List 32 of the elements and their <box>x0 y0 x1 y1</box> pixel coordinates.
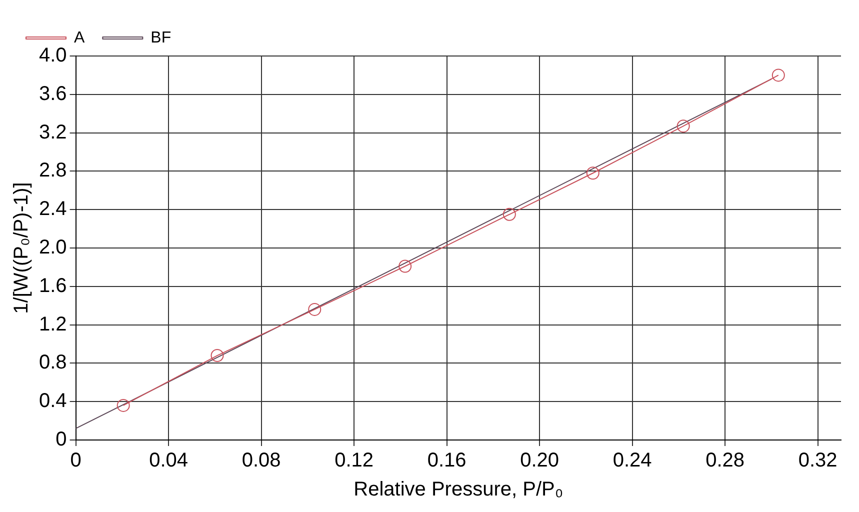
y-tick-label: 0.8 <box>38 352 67 374</box>
point <box>308 302 322 316</box>
y-tick-label: 3.6 <box>38 82 67 105</box>
y-tick-label: 2.4 <box>38 198 67 220</box>
point <box>398 260 412 273</box>
x-tick-label: 0.28 <box>706 450 745 472</box>
x-tick-label: 0.12 <box>334 450 374 472</box>
point <box>210 349 224 362</box>
y-tick-label: 0.4 <box>38 390 67 412</box>
y-tick-label: 1.6 <box>38 274 67 297</box>
x-tick-label: 0.24 <box>612 450 652 472</box>
x-tick-label: 0.04 <box>149 450 188 472</box>
y-axis-title: 1/[W((P₀/P)-1)] <box>10 182 33 314</box>
x-tick-label: 0.20 <box>520 450 560 472</box>
y-tick-label: 3.2 <box>38 121 67 144</box>
point <box>116 398 130 412</box>
point <box>676 120 690 133</box>
legend-label: A <box>74 29 85 46</box>
point <box>502 208 516 221</box>
point <box>586 166 600 180</box>
x-tick-label: 0 <box>70 450 82 472</box>
legend-label: BF <box>150 29 172 46</box>
y-tick-label: 2.8 <box>38 160 67 182</box>
y-tick-label: 4.0 <box>38 44 67 67</box>
y-tick-label: 1.2 <box>38 313 67 336</box>
y-tick-label: 2.0 <box>38 236 67 259</box>
x-axis-title: Relative Pressure, P/P₀ <box>354 478 564 501</box>
point <box>772 68 785 82</box>
x-tick-label: 0.16 <box>427 450 466 472</box>
x-tick-label: 0.08 <box>242 450 281 472</box>
x-tick-label: 0.32 <box>798 450 838 472</box>
y-tick-label: 0 <box>56 428 67 451</box>
